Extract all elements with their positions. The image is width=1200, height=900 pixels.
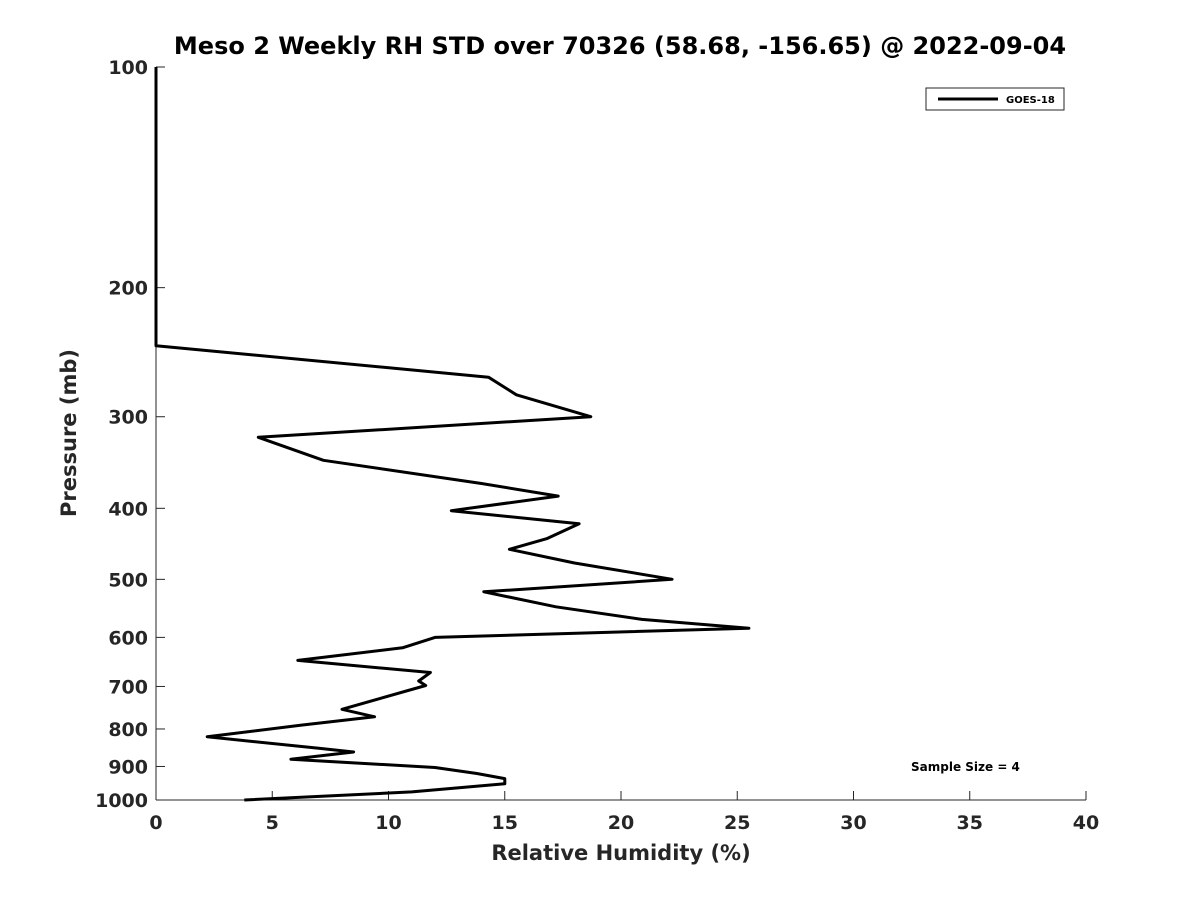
x-tick-label: 40 bbox=[1073, 812, 1099, 834]
x-axis-ticks: 0 5 10 15 20 25 30 35 40 bbox=[149, 791, 1099, 834]
chart-title: Meso 2 Weekly RH STD over 70326 (58.68, … bbox=[174, 32, 1066, 60]
y-tick-label: 400 bbox=[108, 498, 148, 520]
y-tick-label: 1000 bbox=[95, 790, 148, 812]
x-tick-label: 15 bbox=[492, 812, 518, 834]
y-axis-label: Pressure (mb) bbox=[57, 349, 81, 517]
x-tick-label: 35 bbox=[957, 812, 983, 834]
y-tick-label: 300 bbox=[108, 407, 148, 429]
x-tick-label: 5 bbox=[266, 812, 279, 834]
legend: GOES-18 bbox=[925, 87, 1065, 111]
y-axis-ticks: 100 200 300 400 500 600 700 800 900 1000 bbox=[95, 57, 165, 812]
sample-size-annotation: Sample Size = 4 bbox=[911, 760, 1020, 774]
x-tick-label: 10 bbox=[375, 812, 401, 834]
y-tick-label: 200 bbox=[108, 278, 148, 300]
y-tick-label: 700 bbox=[108, 676, 148, 698]
x-tick-label: 30 bbox=[840, 812, 866, 834]
plot-area: 0 5 10 15 20 25 30 35 40 100 200 300 400 500 600 700 80… bbox=[95, 57, 1099, 834]
series-line-goes-18 bbox=[154, 67, 751, 802]
x-tick-label: 25 bbox=[724, 812, 750, 834]
legend-label-goes-18: GOES-18 bbox=[1006, 95, 1055, 106]
y-tick-label: 100 bbox=[108, 57, 148, 79]
y-tick-label: 600 bbox=[108, 627, 148, 649]
y-tick-label: 900 bbox=[108, 756, 148, 778]
y-tick-label: 800 bbox=[108, 719, 148, 741]
x-axis-label: Relative Humidity (%) bbox=[491, 841, 750, 865]
y-tick-label: 500 bbox=[108, 569, 148, 591]
x-tick-label: 20 bbox=[608, 812, 634, 834]
x-tick-label: 0 bbox=[149, 812, 162, 834]
